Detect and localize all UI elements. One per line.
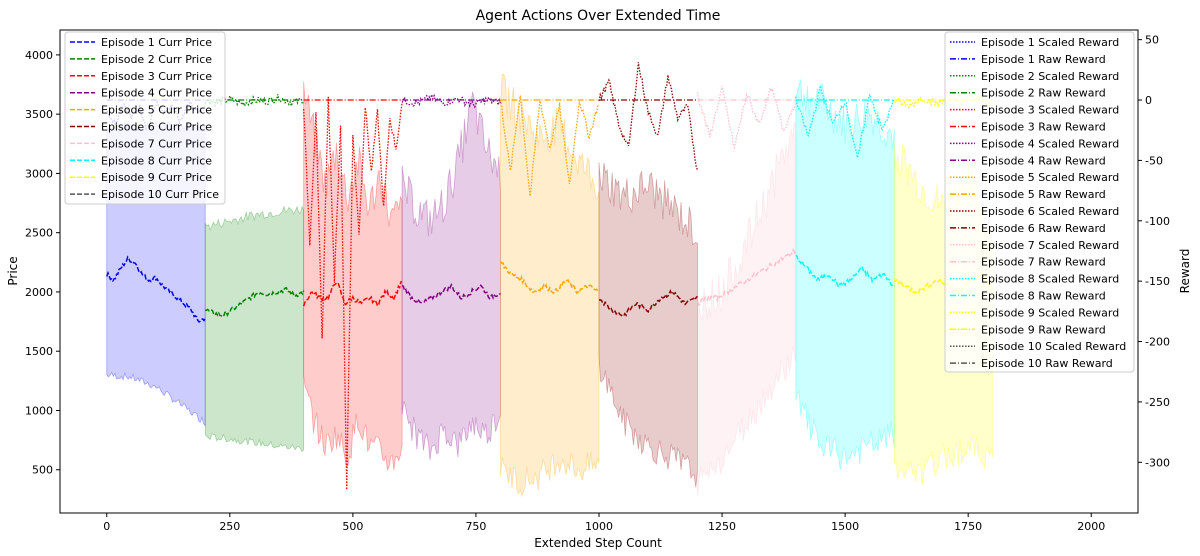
legend-reward-label: Episode 1 Scaled Reward	[981, 36, 1119, 49]
price-line-5	[499, 261, 600, 295]
y2-tick-label: 50	[1145, 34, 1159, 47]
legend-reward-label: Episode 4 Raw Reward	[981, 154, 1106, 167]
scaled-reward-line-9	[894, 94, 994, 112]
legend-price-label: Episode 2 Curr Price	[101, 53, 212, 66]
x-tick-label: 1250	[708, 520, 736, 533]
y-tick-label: 500	[32, 464, 53, 477]
price-line-8	[795, 254, 895, 289]
scaled-reward-line-2	[204, 94, 305, 109]
legend-reward-label: Episode 3 Scaled Reward	[981, 104, 1119, 117]
legend-price-label: Episode 6 Curr Price	[101, 121, 212, 134]
y2-tick-label: 0	[1145, 94, 1152, 107]
y-axis-left: 500 1000 1500 2000 2500 3000 3500 4000	[25, 49, 60, 477]
price-line-3	[302, 280, 403, 308]
x-axis-label: Extended Step Count	[534, 536, 662, 550]
legend-reward-label: Episode 5 Scaled Reward	[981, 171, 1119, 184]
legend-reward-label: Episode 3 Raw Reward	[981, 121, 1106, 134]
scaled-reward-line-3	[303, 96, 403, 490]
x-tick-label: 2000	[1077, 520, 1105, 533]
y-axis-label: Price	[6, 256, 20, 285]
price-line-6	[598, 289, 698, 317]
y-tick-label: 3000	[25, 167, 53, 180]
scaled-reward-line-5	[499, 95, 600, 197]
legend-reward-label: Episode 7 Raw Reward	[981, 256, 1106, 269]
y2-tick-label: -250	[1145, 396, 1170, 409]
band-5	[500, 73, 600, 498]
legend-reward-label: Episode 10 Scaled Reward	[981, 340, 1126, 353]
x-axis: 0 250 500 750 1000 1250 1500 1750 2000	[103, 513, 1105, 533]
y2-axis-label: Reward	[1178, 249, 1192, 294]
legend-reward-label: Episode 2 Raw Reward	[981, 87, 1106, 100]
scaled-reward-line-7	[696, 85, 797, 150]
band-7	[697, 121, 797, 496]
bands-layer	[106, 73, 994, 498]
band-6	[598, 162, 698, 488]
x-tick-label: 1000	[585, 520, 613, 533]
y2-tick-label: -300	[1145, 456, 1170, 469]
legend-reward-label: Episode 2 Scaled Reward	[981, 70, 1119, 83]
legend-price: Episode 1 Curr Price Episode 2 Curr Price…	[64, 31, 226, 205]
y2-tick-label: -50	[1145, 154, 1163, 167]
legend-price-label: Episode 7 Curr Price	[101, 137, 212, 150]
legend-price-box	[64, 31, 226, 205]
legend-price-label: Episode 3 Curr Price	[101, 70, 212, 83]
price-line-4	[401, 283, 501, 304]
legend-reward-box	[944, 31, 1135, 373]
legend-reward-label: Episode 4 Scaled Reward	[981, 137, 1119, 150]
x-tick-label: 0	[103, 520, 110, 533]
price-line-7	[696, 248, 797, 306]
x-tick-label: 1750	[954, 520, 982, 533]
y-tick-label: 2500	[25, 227, 53, 240]
legend-reward-label: Episode 8 Scaled Reward	[981, 273, 1119, 286]
scaled-reward-line-4	[401, 92, 502, 109]
legend-reward-label: Episode 5 Raw Reward	[981, 188, 1106, 201]
legend-price-label: Episode 8 Curr Price	[101, 154, 212, 167]
chart-title: Agent Actions Over Extended Time	[476, 8, 721, 24]
y-tick-label: 1500	[25, 345, 53, 358]
scaled-reward-line-6	[598, 62, 699, 171]
price-line-1	[106, 255, 206, 323]
price-line-2	[204, 287, 305, 318]
y-tick-label: 1000	[25, 404, 53, 417]
band-3	[303, 81, 403, 471]
legend-reward-label: Episode 9 Scaled Reward	[981, 306, 1119, 319]
y2-tick-label: -200	[1145, 336, 1170, 349]
price-line-9	[893, 271, 994, 296]
legend-price-label: Episode 4 Curr Price	[101, 87, 212, 100]
legend-reward-label: Episode 6 Scaled Reward	[981, 205, 1119, 218]
x-tick-label: 1500	[831, 520, 859, 533]
x-tick-label: 250	[219, 520, 240, 533]
price-lines-layer	[106, 248, 994, 323]
legend-reward-label: Episode 7 Scaled Reward	[981, 239, 1119, 252]
legend-reward-label: Episode 9 Raw Reward	[981, 323, 1106, 336]
y2-tick-label: -100	[1145, 215, 1170, 228]
y-tick-label: 2000	[25, 286, 53, 299]
legend-price-label: Episode 1 Curr Price	[101, 36, 212, 49]
x-tick-label: 500	[342, 520, 363, 533]
y2-tick-label: -150	[1145, 275, 1170, 288]
legend-price-label: Episode 5 Curr Price	[101, 104, 212, 117]
legend-reward-label: Episode 1 Raw Reward	[981, 53, 1106, 66]
band-4	[401, 91, 501, 461]
x-tick-label: 750	[465, 520, 486, 533]
legend-reward-label: Episode 6 Raw Reward	[981, 222, 1106, 235]
legend-reward: Episode 1 Scaled Reward Episode 1 Raw Rew…	[944, 31, 1135, 373]
y-axis-right: 50 0 -50 -100 -150 -200 -250 -300	[1138, 34, 1170, 469]
y-tick-label: 3500	[25, 108, 53, 121]
legend-price-label: Episode 9 Curr Price	[101, 171, 212, 184]
legend-price-label: Episode 10 Curr Price	[101, 188, 219, 201]
y-tick-label: 4000	[25, 49, 53, 62]
legend-reward-label: Episode 8 Raw Reward	[981, 290, 1106, 303]
legend-reward-label: Episode 10 Raw Reward	[981, 357, 1113, 370]
band-2	[204, 205, 305, 453]
